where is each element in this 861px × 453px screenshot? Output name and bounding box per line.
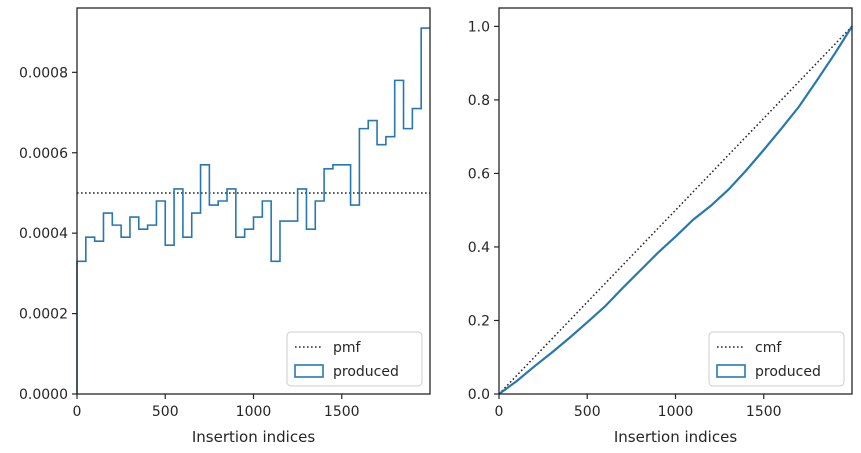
pmf-x-axis-label: Insertion indices [192,428,315,446]
cmf-y-tick-label: 0.4 [468,240,490,256]
pmf-legend-box [286,331,423,387]
pmf-legend: pmf produced [286,331,423,387]
cmf-x-tick-label: 500 [574,404,601,420]
pmf-histogram-chart: 0 500 1000 1500 0.0000 0.0002 0.0004 0.0006 0.00… [19,7,431,446]
pmf-x-tick-label: 500 [152,404,179,420]
cmf-legend: cmf produced [708,331,845,387]
pmf-y-tick-label: 0.0002 [19,307,68,323]
legend-produced-label: produced [333,364,399,380]
cmf-y-tick-label: 1.0 [468,19,490,35]
cmf-x-tick-label: 0 [495,404,504,420]
cmf-cumulative-chart: 0 500 1000 1500 0.0 0.2 0.4 0.6 0.8 1.0 Insertion … [468,7,853,446]
pmf-x-tick-label: 1500 [324,404,360,420]
pmf-x-tick-label: 1000 [236,404,272,420]
legend-pmf-label: pmf [333,340,362,356]
legend-cmf-label: cmf [755,340,782,356]
legend-produced-swatch [716,364,746,378]
cmf-x-axis-label: Insertion indices [614,428,737,446]
produced-line [498,25,853,395]
produced-histogram-steps [76,27,430,394]
cmf-y-tick-label: 0.2 [468,313,490,329]
cmf-y-tick-label: 0.8 [468,93,490,109]
pmf-x-tick-label: 0 [73,404,82,420]
pmf-y-tick-label: 0.0000 [19,387,68,403]
pmf-y-tick-label: 0.0006 [19,146,68,162]
pmf-y-tick-label: 0.0008 [19,65,68,81]
cmf-x-tick-label: 1000 [658,404,694,420]
legend-produced-swatch [294,364,324,378]
legend-produced-label: produced [755,364,821,380]
cmf-y-tick-label: 0.6 [468,166,490,182]
pmf-y-tick-label: 0.0004 [19,226,68,242]
cmf-legend-box [708,331,845,387]
cmf-line [498,25,853,395]
cmf-x-tick-label: 1500 [746,404,782,420]
cmf-y-tick-label: 0.0 [468,387,490,403]
